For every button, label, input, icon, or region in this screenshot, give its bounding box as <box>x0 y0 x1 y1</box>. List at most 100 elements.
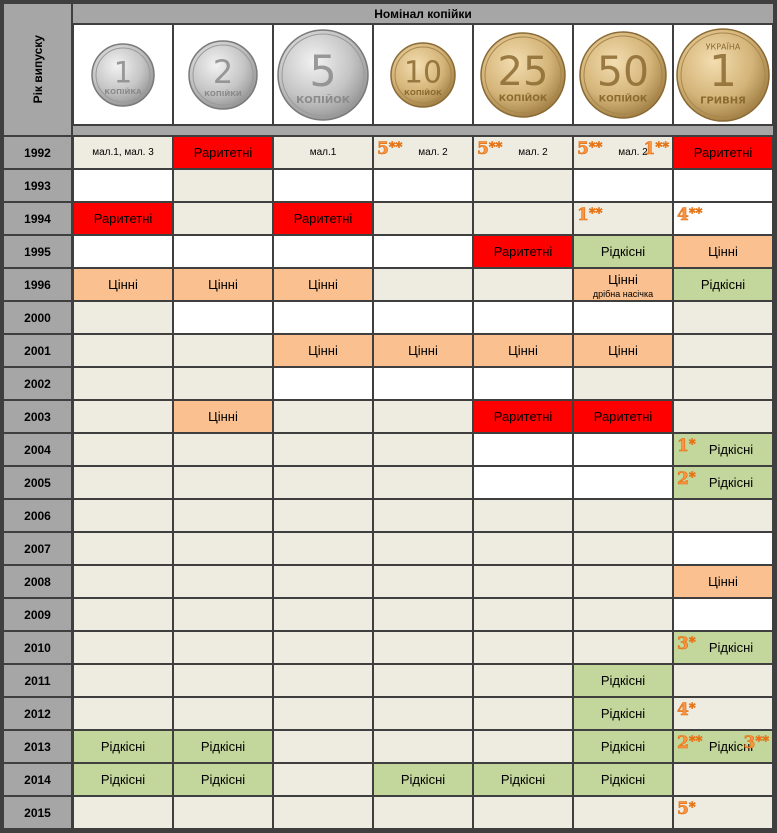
rarity-cell <box>174 434 272 465</box>
rarity-cell <box>674 335 772 366</box>
rarity-cell: мал. 2 5** 1** <box>574 137 672 168</box>
rarity-cell <box>274 533 372 564</box>
rarity-label: Цінні <box>308 277 338 292</box>
rarity-cell: Цінні <box>274 269 372 300</box>
rarity-cell <box>74 533 172 564</box>
rarity-cell <box>574 368 672 399</box>
rarity-cell <box>474 302 572 333</box>
rarity-cell <box>174 566 272 597</box>
coin-image-cell: 5 КОПІЙОК <box>274 25 372 124</box>
rarity-cell: 5* <box>674 797 772 828</box>
rarity-cell <box>374 368 472 399</box>
year-cell: 2004 <box>4 434 71 465</box>
rarity-cell <box>374 665 472 696</box>
footnote-marker: 1* <box>677 436 696 456</box>
rarity-label: Рідкісні <box>600 739 646 754</box>
rarity-cell: Рідкісні <box>374 764 472 795</box>
rarity-cell <box>574 500 672 531</box>
rarity-cell <box>474 203 572 234</box>
rarity-cell <box>174 797 272 828</box>
rarity-cell <box>674 170 772 201</box>
rarity-cell <box>274 302 372 333</box>
rarity-cell <box>174 170 272 201</box>
rarity-cell <box>174 236 272 267</box>
coin-caption: КОПІЙКА <box>104 87 142 96</box>
rarity-cell <box>74 566 172 597</box>
coin-numeral: 25 <box>498 49 549 95</box>
year-cell: 2000 <box>4 302 71 333</box>
rarity-cell <box>174 203 272 234</box>
rarity-cell <box>374 203 472 234</box>
rarity-label: Рідкісні <box>600 706 646 721</box>
coin-image-cell: 1 ГРИВНЯ УКРАЇНА <box>674 25 772 124</box>
rarity-cell: 4** <box>674 203 772 234</box>
rarity-label: мал. 2 <box>618 147 648 158</box>
year-cell: 2007 <box>4 533 71 564</box>
rarity-cell <box>574 599 672 630</box>
rarity-cell <box>374 302 472 333</box>
coin-caption: КОПІЙОК <box>404 88 442 97</box>
rarity-cell: 1** <box>574 203 672 234</box>
rarity-label: мал.1 <box>309 147 337 158</box>
rarity-cell: Рідкісні <box>174 731 272 762</box>
footnote-marker: 3** <box>743 733 769 753</box>
rarity-cell: Раритетні <box>74 203 172 234</box>
rarity-cell: Цінні <box>174 269 272 300</box>
rarity-label: Рідкісні <box>100 772 146 787</box>
rarity-cell <box>74 401 172 432</box>
year-cell: 2005 <box>4 467 71 498</box>
footnote-marker: 5* <box>677 799 696 819</box>
rarity-cell: Раритетні <box>274 203 372 234</box>
rarity-cell <box>674 500 772 531</box>
year-cell: 1996 <box>4 269 71 300</box>
rarity-cell <box>74 797 172 828</box>
rarity-cell <box>74 335 172 366</box>
rarity-label: Рідкісні <box>500 772 546 787</box>
rarity-cell <box>274 566 372 597</box>
rarity-cell <box>674 533 772 564</box>
rarity-cell <box>574 170 672 201</box>
rarity-cell <box>174 467 272 498</box>
footnote-marker: 5** <box>477 139 503 159</box>
rarity-cell <box>474 368 572 399</box>
rarity-cell <box>74 500 172 531</box>
rarity-label: Цінні <box>708 244 738 259</box>
footnote-marker: 2** <box>677 733 703 753</box>
year-cell: 2003 <box>4 401 71 432</box>
rarity-label: Раритетні <box>493 244 553 259</box>
rarity-cell: Рідкісні <box>474 764 572 795</box>
year-cell: 2014 <box>4 764 71 795</box>
rarity-cell <box>174 302 272 333</box>
rarity-cell <box>374 500 472 531</box>
rarity-cell <box>274 434 372 465</box>
rarity-cell <box>274 401 372 432</box>
coin-numeral: 5 <box>309 47 336 97</box>
coin-numeral: 10 <box>404 56 442 91</box>
rarity-cell <box>474 269 572 300</box>
year-cell: 2010 <box>4 632 71 663</box>
footnote-marker: 4** <box>677 205 703 225</box>
rarity-label: Рідкісні <box>200 739 246 754</box>
rarity-cell <box>274 797 372 828</box>
year-cell: 1995 <box>4 236 71 267</box>
rarity-cell: Рідкісні <box>74 731 172 762</box>
rarity-cell: Рідкісні <box>174 764 272 795</box>
rarity-cell <box>274 236 372 267</box>
rarity-cell: Цінні <box>174 401 272 432</box>
coin-numeral: 1 <box>114 55 132 89</box>
rarity-cell <box>274 698 372 729</box>
rarity-cell: Цінні <box>674 566 772 597</box>
rarity-cell: Цінні <box>274 335 372 366</box>
rarity-cell <box>374 632 472 663</box>
rarity-label: Рідкісні <box>708 442 754 457</box>
rarity-cell <box>274 500 372 531</box>
rarity-cell <box>274 467 372 498</box>
rarity-cell <box>474 698 572 729</box>
rarity-cell <box>474 467 572 498</box>
footnote-marker: 5** <box>577 139 603 159</box>
footnote-marker: 4* <box>677 700 696 720</box>
rarity-label: Цінні <box>708 574 738 589</box>
footnote-marker: 5** <box>377 139 403 159</box>
